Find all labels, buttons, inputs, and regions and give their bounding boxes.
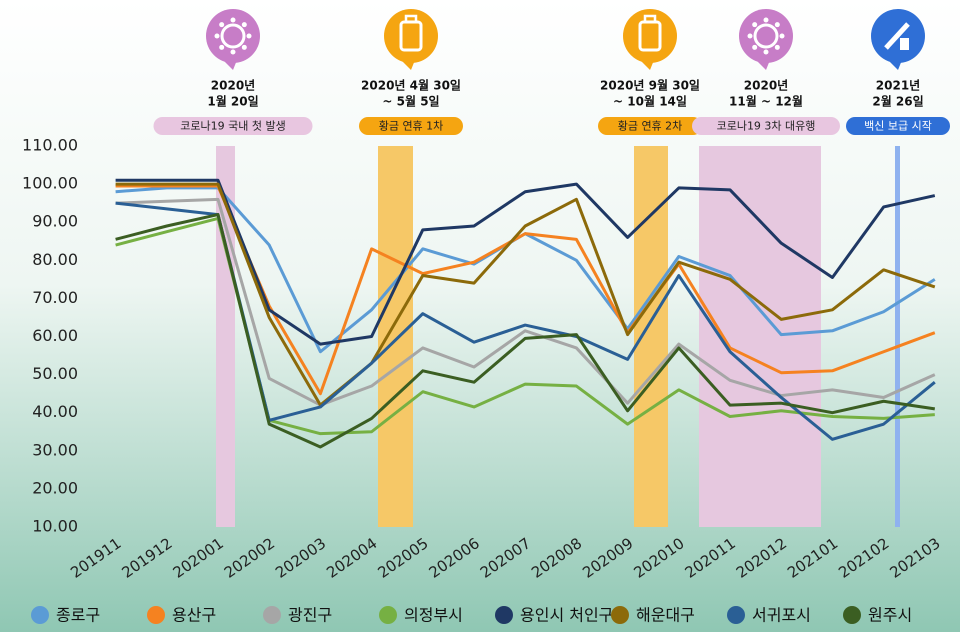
icon (206, 9, 260, 63)
annotation-date: 2021년 (876, 79, 920, 93)
annotation-tag-bg (846, 117, 950, 135)
y-tick-label: 40.00 (32, 402, 78, 421)
icon-glyph (219, 22, 225, 28)
annotation-date: 2020년 (744, 79, 788, 93)
icon-glyph (241, 22, 247, 28)
annotation-tag-bg (692, 117, 840, 135)
annotation-tag: 황금 연휴 2차 (618, 120, 683, 133)
legend-marker (843, 606, 861, 624)
icon-glyph (246, 33, 252, 39)
series-line (115, 182, 936, 407)
annotation-tag-bg (598, 117, 702, 135)
series-line (115, 197, 936, 407)
icon-glyph (774, 22, 780, 28)
series-line (115, 213, 936, 449)
band (699, 146, 821, 527)
y-tick-label: 80.00 (32, 250, 78, 269)
icon-glyph (774, 44, 780, 50)
band (378, 146, 413, 527)
y-tick-label: 100.00 (22, 174, 78, 193)
icon-glyph (230, 17, 236, 23)
annotation-date: 11월 ~ 12월 (729, 94, 803, 109)
annotation-tag-bg (153, 117, 313, 135)
icon-glyph (779, 33, 785, 39)
band (634, 146, 668, 527)
legend-label: 의정부시 (404, 606, 463, 625)
y-tick-label: 110.00 (22, 136, 78, 155)
annotation-date: ~ 5월 5일 (382, 94, 439, 109)
icon (384, 9, 438, 63)
icon-glyph (643, 14, 657, 24)
legend-label: 해운대구 (636, 606, 695, 625)
icon-glyph (884, 22, 910, 50)
legend-label: 광진구 (288, 606, 332, 625)
icon-glyph (230, 49, 236, 55)
y-tick-label: 70.00 (32, 288, 78, 307)
icon-glyph (219, 44, 225, 50)
annotation-tag: 코로나19 국내 첫 발생 (180, 120, 285, 133)
icon (739, 9, 793, 63)
legend-label: 서귀포시 (752, 606, 811, 625)
y-tick-label: 60.00 (32, 326, 78, 345)
icon (623, 9, 677, 63)
icon-glyph (763, 17, 769, 23)
legend-label: 원주시 (868, 606, 912, 625)
legend-marker (263, 606, 281, 624)
annotation-date: 2020년 9월 30일 (600, 78, 700, 93)
legend-label: 종로구 (56, 606, 100, 625)
annotation-date: 1월 20일 (207, 94, 258, 109)
legend-label: 용산구 (172, 606, 216, 625)
legend-marker (31, 606, 49, 624)
icon-glyph (753, 23, 779, 49)
legend-marker (379, 606, 397, 624)
icon-glyph (900, 38, 909, 50)
annotation-date: 2020년 4월 30일 (361, 78, 461, 93)
y-tick-label: 20.00 (32, 478, 78, 497)
icon-glyph (747, 33, 753, 39)
annotation-tag: 백신 보급 시작 (864, 120, 932, 133)
legend-marker (611, 606, 629, 624)
band (895, 146, 900, 527)
icon-glyph (752, 22, 758, 28)
legend-label: 용인시 처인구 (520, 606, 613, 625)
icon-glyph (220, 23, 246, 49)
y-tick-label: 30.00 (32, 440, 78, 459)
icon-glyph (763, 49, 769, 55)
series-line (115, 178, 936, 346)
icon-glyph (404, 14, 418, 24)
icon-glyph (752, 44, 758, 50)
annotation-tag: 황금 연휴 1차 (379, 120, 444, 133)
annotation-tag-bg (359, 117, 463, 135)
legend-marker (495, 606, 513, 624)
legend-marker (727, 606, 745, 624)
annotation-date: 2월 26일 (872, 94, 923, 109)
y-tick-label: 50.00 (32, 364, 78, 383)
annotation-date: 2020년 (211, 79, 255, 93)
annotation-date: ~ 10월 14일 (613, 94, 687, 109)
y-tick-label: 90.00 (32, 212, 78, 231)
legend-marker (147, 606, 165, 624)
y-tick-label: 10.00 (32, 517, 78, 536)
icon-glyph (241, 44, 247, 50)
annotation-tag: 코로나19 3차 대유행 (717, 120, 816, 133)
icon-glyph (214, 33, 220, 39)
